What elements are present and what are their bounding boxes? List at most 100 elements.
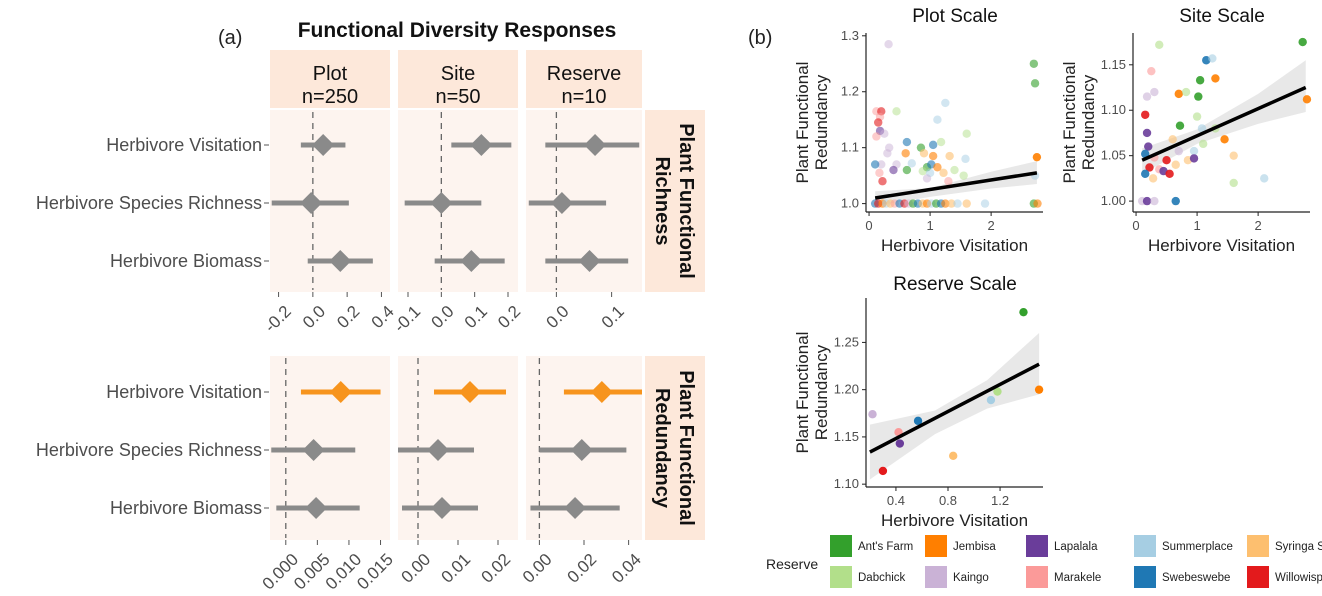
x-tick-label-group: 0.00 bbox=[519, 550, 556, 587]
predictor-label: Herbivore Species Richness bbox=[36, 440, 262, 460]
data-point bbox=[895, 439, 905, 448]
predictor-label: Herbivore Species Richness bbox=[36, 193, 262, 213]
data-point bbox=[1144, 142, 1153, 151]
legend-label: Swebeswebe bbox=[1162, 572, 1230, 584]
row-label-line: Redundancy bbox=[651, 388, 673, 509]
legend-label: Lapalala bbox=[1054, 541, 1098, 553]
data-point bbox=[1171, 196, 1180, 206]
data-point bbox=[1171, 160, 1180, 169]
data-point bbox=[1195, 76, 1205, 85]
data-point bbox=[1192, 112, 1202, 121]
y-tick-label: 1.00 bbox=[1101, 193, 1126, 208]
x-tick-label-group: 0.2 bbox=[333, 302, 363, 332]
x-tick-label: 2 bbox=[988, 218, 995, 233]
x-tick-label: 0.000 bbox=[259, 550, 303, 594]
estimate-diamond bbox=[459, 381, 481, 403]
y-tick-label: 1.05 bbox=[1101, 148, 1126, 163]
data-point bbox=[1155, 40, 1164, 50]
regression-line bbox=[869, 362, 1040, 454]
data-point bbox=[928, 151, 938, 161]
legend-label: Marakele bbox=[1054, 572, 1101, 584]
x-tick-label: 0.00 bbox=[519, 550, 556, 587]
data-point bbox=[1145, 163, 1154, 172]
x-tick-label: 0.01 bbox=[437, 550, 474, 587]
x-tick-label: 0.4 bbox=[368, 302, 398, 332]
estimate-diamond bbox=[300, 192, 323, 214]
x-tick-label-group: 0.0 bbox=[299, 302, 329, 332]
x-tick-label: 1.2 bbox=[991, 493, 1009, 508]
x-tick-label-group: -0.2 bbox=[261, 302, 295, 336]
x-tick-label-group: 0.01 bbox=[437, 550, 474, 587]
data-point bbox=[1174, 146, 1183, 156]
data-point bbox=[1034, 385, 1044, 394]
data-point bbox=[941, 199, 950, 208]
facet-label: Plot bbox=[313, 63, 348, 85]
data-point bbox=[936, 137, 946, 147]
legend-label: Jembisa bbox=[953, 541, 996, 553]
x-axis-label: Herbivore Visitation bbox=[881, 236, 1028, 255]
confidence-band bbox=[1142, 60, 1306, 174]
data-point bbox=[1229, 178, 1238, 188]
x-tick-label-group: 0.4 bbox=[368, 302, 398, 332]
legend-title: Reserve bbox=[766, 556, 818, 572]
predictor-label: Herbivore Visitation bbox=[106, 135, 262, 155]
estimate-diamond bbox=[570, 439, 593, 461]
facet-label: Reserve bbox=[547, 63, 621, 85]
data-point bbox=[919, 149, 929, 158]
scatter-plots: Plot Scale 0 1 2 1.0 1.1 1.2 1.3 Herbivore Visit… bbox=[793, 6, 1312, 530]
panel-a-title: Functional Diversity Responses bbox=[298, 19, 617, 42]
legend-label: Summerplace bbox=[1162, 541, 1233, 553]
estimate-diamond bbox=[302, 439, 325, 461]
data-point bbox=[933, 115, 942, 124]
x-tick-label-group: 0.1 bbox=[461, 302, 491, 332]
y-tick-label: 1.25 bbox=[834, 334, 859, 349]
data-point bbox=[1198, 139, 1208, 149]
x-tick-label: 0.015 bbox=[353, 550, 397, 594]
x-axis-label: Herbivore Visitation bbox=[881, 511, 1028, 530]
data-point bbox=[1189, 154, 1199, 163]
data-point bbox=[939, 168, 948, 178]
x-tick-label-group: 0.015 bbox=[353, 550, 397, 594]
scatter-site-scale: Site Scale 0 1 2 1.00 1.05 1.10 1.15 Herbivore V… bbox=[1060, 6, 1312, 255]
data-point bbox=[1175, 121, 1185, 130]
data-point bbox=[1142, 196, 1152, 206]
x-tick-label-group: 0.02 bbox=[563, 550, 600, 587]
x-tick-label: 0 bbox=[1132, 218, 1139, 233]
data-point bbox=[1029, 59, 1039, 68]
chart-title: Site Scale bbox=[1179, 6, 1265, 27]
estimate-diamond bbox=[584, 134, 607, 156]
data-point bbox=[1150, 87, 1159, 97]
data-point bbox=[872, 132, 881, 141]
predictor-label: Herbivore Visitation bbox=[106, 382, 262, 402]
y-tick-label: 1.15 bbox=[834, 429, 859, 444]
x-tick-label: 0.2 bbox=[333, 302, 363, 332]
x-tick-label: 1 bbox=[1193, 218, 1200, 233]
x-tick-label: 0.1 bbox=[598, 302, 628, 332]
data-point bbox=[878, 177, 887, 186]
y-axis-label: Plant Functional Redundancy bbox=[793, 62, 831, 184]
data-point bbox=[944, 177, 953, 186]
x-tick-label: 0.4 bbox=[887, 493, 905, 508]
data-point bbox=[941, 98, 950, 108]
legend-swatch bbox=[1026, 566, 1048, 588]
x-tick-label: 0.0 bbox=[299, 302, 329, 332]
y-axis-label-line: Plant Functional bbox=[793, 62, 812, 184]
data-point bbox=[980, 199, 990, 208]
data-point bbox=[883, 149, 892, 158]
data-point bbox=[945, 151, 954, 161]
x-tick-label: -0.2 bbox=[261, 302, 295, 336]
data-point bbox=[1302, 95, 1312, 104]
row-label-line: Plant Functional bbox=[675, 123, 697, 279]
x-tick-label-group: 0.005 bbox=[290, 550, 334, 594]
legend-label: Dabchick bbox=[858, 572, 906, 584]
data-point bbox=[875, 168, 884, 178]
x-tick-label: -0.1 bbox=[390, 302, 424, 336]
legend-swatch bbox=[925, 535, 947, 557]
x-tick-label: 0 bbox=[865, 218, 872, 233]
legend-label: Syringa Sands bbox=[1275, 541, 1322, 553]
estimate-diamond bbox=[550, 192, 573, 214]
data-point bbox=[1168, 135, 1177, 144]
estimate-diamond bbox=[578, 250, 601, 272]
facet-label: Site bbox=[441, 63, 475, 85]
